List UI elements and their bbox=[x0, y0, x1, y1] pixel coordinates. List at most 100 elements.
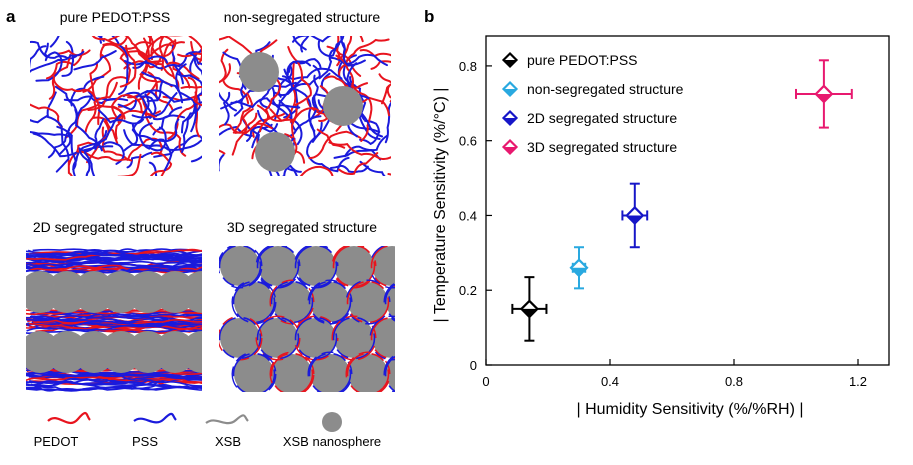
pss-chain bbox=[274, 64, 321, 97]
pedot-chain bbox=[234, 122, 273, 135]
pedot-chain bbox=[117, 153, 142, 176]
legend-label: pure PEDOT:PSS bbox=[527, 52, 638, 68]
pedot-chain bbox=[108, 36, 175, 46]
quadrant-title-2d: 2D segregated structure bbox=[33, 219, 183, 235]
shell-chain bbox=[294, 316, 338, 360]
pss-chain bbox=[333, 149, 382, 161]
legend-marker-fill bbox=[503, 147, 517, 154]
pedot-chain bbox=[28, 322, 202, 332]
pss-chain bbox=[70, 75, 105, 107]
pss-chain bbox=[286, 60, 312, 76]
pss-chain bbox=[340, 36, 366, 67]
pss-chain bbox=[318, 42, 341, 80]
pedot-chain bbox=[52, 75, 96, 98]
pss-chain bbox=[220, 97, 301, 110]
pss-chain bbox=[251, 123, 273, 149]
blue-chain-icon bbox=[133, 412, 177, 424]
pedot-chain bbox=[338, 152, 379, 176]
pedot-chain bbox=[92, 116, 119, 144]
red-chain-icon bbox=[47, 411, 91, 425]
y-tick-label: 0.8 bbox=[459, 59, 477, 74]
x-axis-label: | Humidity Sensitivity (%/%RH) | bbox=[576, 401, 803, 418]
series-point-1 bbox=[511, 276, 548, 342]
pedot-chain bbox=[89, 61, 101, 126]
x-tick-label: 1.2 bbox=[849, 374, 867, 389]
y-axis-label: | Temperature Sensitivity (%/°C) | bbox=[432, 88, 449, 323]
pedot-chain bbox=[387, 173, 391, 176]
pedot-chain bbox=[30, 103, 63, 128]
pss-chain bbox=[141, 71, 184, 104]
pedot-chain bbox=[151, 39, 177, 58]
pss-chain bbox=[219, 125, 253, 137]
pss-chain bbox=[219, 91, 237, 112]
nanosphere bbox=[334, 318, 374, 358]
pss-chain bbox=[26, 263, 202, 270]
shell-chain bbox=[269, 351, 315, 392]
pedot-chain bbox=[222, 63, 250, 105]
nanosphere bbox=[181, 331, 202, 373]
shell-chain bbox=[370, 246, 395, 288]
pedot-chain bbox=[232, 92, 254, 134]
pss-chain bbox=[73, 50, 117, 71]
pss-chain bbox=[148, 161, 158, 176]
nanosphere bbox=[386, 285, 395, 319]
shell-chain bbox=[270, 352, 314, 392]
x-tick-label: 0 bbox=[482, 374, 489, 389]
pss-chain bbox=[30, 91, 57, 124]
legend-label: non-segregated structure bbox=[527, 81, 684, 97]
legend-item-3: 2D segregated structure bbox=[501, 109, 677, 127]
shell-chain bbox=[346, 352, 390, 392]
shell-chain bbox=[256, 246, 300, 288]
panel-a: a pure PEDOT:PSS non-segregated structur… bbox=[0, 7, 395, 449]
nanosphere bbox=[334, 246, 374, 286]
pedot-chain bbox=[386, 84, 391, 99]
y-tick-label: 0.6 bbox=[459, 134, 477, 149]
pss-chain bbox=[30, 40, 48, 58]
pss-chain bbox=[329, 53, 388, 67]
pedot-chain bbox=[99, 43, 128, 60]
quadrant-title-3d: 3D segregated structure bbox=[227, 219, 377, 235]
pss-chain bbox=[176, 72, 202, 95]
pss-chain bbox=[35, 323, 202, 331]
y-tick-label: 0 bbox=[470, 358, 477, 373]
pss-chain bbox=[330, 164, 369, 174]
nanosphere bbox=[234, 282, 274, 322]
shell-chain bbox=[231, 351, 277, 392]
data-marker-fill bbox=[815, 93, 832, 102]
shell-chain bbox=[332, 316, 376, 360]
legend-marker-fill bbox=[503, 89, 517, 96]
pedot-chain bbox=[112, 177, 140, 186]
pss-chain bbox=[49, 36, 105, 48]
shell-chain bbox=[332, 246, 376, 288]
nanosphere bbox=[372, 246, 395, 286]
nanosphere bbox=[181, 271, 202, 313]
nanosphere bbox=[310, 354, 350, 392]
shell-chain bbox=[384, 283, 395, 321]
pss-chain bbox=[30, 45, 47, 70]
pedot-chain bbox=[101, 126, 129, 161]
pss-chain bbox=[29, 261, 202, 269]
panel-a-legend: PEDOT PSS XSB XSB nanosphere bbox=[34, 411, 381, 449]
pss-chain bbox=[29, 254, 202, 261]
pedot-chain bbox=[82, 54, 112, 93]
pedot-chain bbox=[0, 114, 29, 134]
nanosphere bbox=[258, 318, 298, 358]
pedot-chain bbox=[180, 85, 202, 89]
pedot-chain bbox=[84, 81, 118, 134]
nanosphere bbox=[255, 132, 295, 172]
shell-chain bbox=[256, 316, 300, 360]
non-segregated-schematic bbox=[219, 36, 391, 176]
pedot-chain bbox=[323, 75, 369, 89]
panel-a-label: a bbox=[6, 7, 16, 26]
pedot-chain bbox=[167, 95, 199, 140]
legend-marker-fill bbox=[503, 118, 517, 125]
gray-chain-icon bbox=[205, 414, 249, 425]
pss-chain bbox=[193, 55, 202, 76]
pedot-chain bbox=[67, 160, 73, 176]
nanosphere bbox=[348, 282, 388, 322]
pedot-chain bbox=[256, 104, 296, 122]
pss-chain bbox=[26, 372, 202, 381]
data-marker-fill bbox=[571, 267, 587, 276]
shell-chain bbox=[308, 352, 352, 392]
